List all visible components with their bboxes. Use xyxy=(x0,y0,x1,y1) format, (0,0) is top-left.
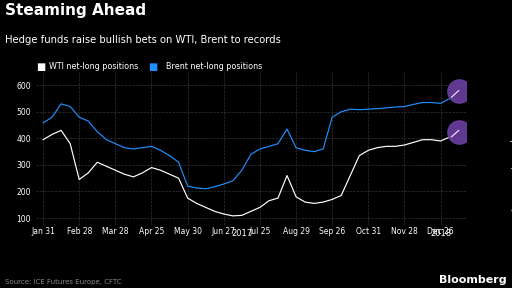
Text: ■: ■ xyxy=(36,62,45,72)
Text: Steaming Ahead: Steaming Ahead xyxy=(5,3,146,18)
Text: Bloomberg: Bloomberg xyxy=(439,275,507,285)
Text: Futures and options (thousands): Futures and options (thousands) xyxy=(509,88,512,212)
Text: Brent net-long positions: Brent net-long positions xyxy=(166,62,263,71)
Text: WTI net-long positions: WTI net-long positions xyxy=(49,62,138,71)
Text: ■: ■ xyxy=(148,62,158,72)
Text: 2018: 2018 xyxy=(430,230,451,238)
Text: Source: ICE Futures Europe, CFTC: Source: ICE Futures Europe, CFTC xyxy=(5,279,122,285)
Point xyxy=(455,129,463,134)
Text: Hedge funds raise bullish bets on WTI, Brent to records: Hedge funds raise bullish bets on WTI, B… xyxy=(5,35,281,45)
Point xyxy=(455,88,463,93)
Text: 2017: 2017 xyxy=(231,230,252,238)
